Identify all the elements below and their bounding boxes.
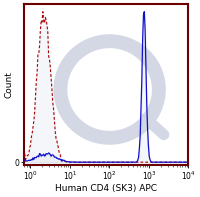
X-axis label: Human CD4 (SK3) APC: Human CD4 (SK3) APC: [55, 184, 157, 193]
Y-axis label: Count: Count: [4, 71, 13, 98]
